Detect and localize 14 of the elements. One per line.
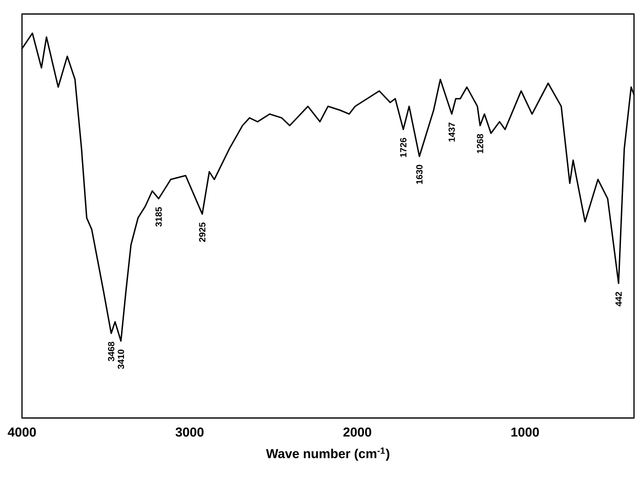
annotation: 3410: [118, 350, 124, 369]
annotation: 1268: [476, 134, 484, 154]
annotation: 1630: [416, 164, 423, 184]
annotation: 1726: [400, 138, 406, 157]
annotation: 2925: [199, 222, 206, 242]
annotation: 1437: [448, 122, 455, 142]
x-tick-label: 3000: [176, 427, 204, 437]
annotation: 3185: [155, 207, 162, 227]
annotation: 3468: [108, 342, 114, 362]
x-tick-label: 2000: [343, 427, 372, 437]
annotation: 442: [615, 292, 622, 306]
x-tick-label: 4000: [8, 427, 36, 437]
x-tick-label: 1000: [511, 427, 539, 437]
x-axis-title: Wave number (cm$^{-1}$): [266, 448, 390, 461]
